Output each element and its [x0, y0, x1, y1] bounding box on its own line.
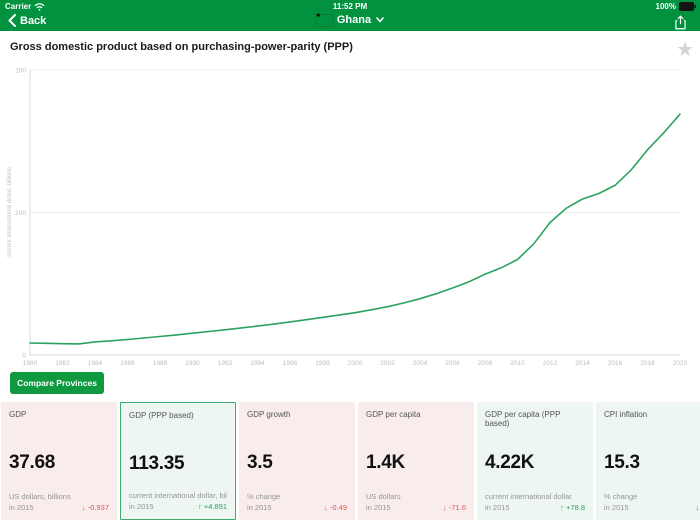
card-delta: ↓ -71.6	[443, 503, 466, 512]
compare-provinces-button[interactable]: Compare Provinces	[10, 372, 104, 394]
x-tick-label: 2004	[413, 360, 428, 367]
carrier-label: Carrier	[5, 2, 32, 11]
country-selector[interactable]: ★ Ghana	[0, 13, 700, 26]
back-button[interactable]: Back	[8, 14, 46, 27]
x-tick-label: 1984	[88, 360, 103, 367]
y-tick-label: 200	[15, 68, 26, 75]
ghana-flag-icon: ★	[316, 13, 332, 26]
card-value: 3.5	[247, 452, 273, 473]
x-tick-label: 2020	[673, 360, 688, 367]
back-label: Back	[20, 14, 47, 27]
gdp-ppp-line-chart[interactable]: 0 100 200 1980 1982 1984 1986 1988 1990 1992 1994 1…	[0, 0, 700, 400]
card-period: in 2015	[485, 503, 510, 512]
card-period: in 2015	[247, 503, 272, 512]
wifi-icon	[34, 3, 45, 11]
x-tick-label: 1998	[315, 360, 330, 367]
card-value: 4.22K	[485, 452, 535, 473]
card-unit: US dollars, billions	[9, 491, 71, 501]
battery-percent: 100%	[655, 2, 676, 11]
card-delta: ↓ -	[696, 503, 700, 512]
y-tick-label: 0	[22, 353, 26, 360]
battery-icon	[679, 2, 696, 11]
card-unit: US dollars	[366, 491, 401, 501]
card-value: 37.68	[9, 452, 56, 473]
card-unit: % change	[247, 491, 281, 501]
stat-card-gdp-ppp[interactable]: GDP (PPP based) 113.35 current internati…	[120, 402, 236, 520]
x-tick-label: 1988	[153, 360, 168, 367]
card-delta: ↓ -0.937	[81, 503, 109, 512]
x-tick-label: 1986	[120, 360, 135, 367]
x-tick-label: 2018	[640, 360, 655, 367]
nav-bar: Back ★ Ghana	[0, 13, 700, 31]
x-tick-label: 1994	[250, 360, 265, 367]
x-tick-label: 1992	[218, 360, 233, 367]
x-tick-label: 1990	[185, 360, 200, 367]
share-icon	[675, 15, 686, 30]
stat-card-gdp[interactable]: GDP 37.68 US dollars, billions in 2015 ↓…	[1, 402, 117, 520]
x-tick-label: 2016	[608, 360, 623, 367]
card-title: CPI inflation	[604, 410, 648, 419]
indicator-cards-row: GDP 37.68 US dollars, billions in 2015 ↓…	[1, 402, 700, 520]
favorite-star-icon[interactable]: ★	[676, 39, 694, 61]
card-value: 113.35	[129, 453, 185, 474]
x-tick-label: 2006	[445, 360, 460, 367]
x-tick-label: 2008	[478, 360, 493, 367]
x-tick-label: 2002	[380, 360, 395, 367]
gdp-line-series	[29, 113, 681, 345]
y-tick-label: 100	[15, 210, 26, 217]
x-tick-label: 1982	[55, 360, 70, 367]
card-delta: ↓ -0.49	[324, 503, 347, 512]
card-period: in 2015	[604, 503, 629, 512]
stat-card-cpi-inflation[interactable]: CPI inflation 15.3 % change in 2015 ↓ -	[596, 402, 700, 520]
arrow-down-icon: ↓	[695, 503, 700, 512]
x-tick-label: 2000	[348, 360, 363, 367]
card-title: GDP (PPP based)	[129, 411, 194, 420]
stat-card-gdp-per-capita-ppp[interactable]: GDP per capita (PPP based) 4.22K current…	[477, 402, 593, 520]
x-tick-label: 1980	[23, 360, 38, 367]
card-value: 1.4K	[366, 452, 405, 473]
card-unit: current international dollar	[485, 491, 572, 501]
chevron-down-icon	[376, 17, 384, 23]
arrow-down-icon: ↓	[81, 503, 86, 512]
card-period: in 2015	[366, 503, 391, 512]
arrow-down-icon: ↓	[324, 503, 328, 512]
card-value: 15.3	[604, 452, 640, 473]
x-tick-label: 2014	[575, 360, 590, 367]
card-delta: ↑ +78.8	[560, 503, 585, 512]
page-title: Gross domestic product based on purchasi…	[10, 41, 353, 53]
stat-card-gdp-per-capita[interactable]: GDP per capita 1.4K US dollars in 2015 ↓…	[358, 402, 474, 520]
arrow-up-icon: ↑	[198, 502, 202, 511]
x-tick-label: 2010	[510, 360, 525, 367]
arrow-down-icon: ↓	[443, 503, 447, 512]
status-bar: Carrier 11:52 PM 100%	[0, 0, 700, 14]
card-unit: current international dollar, billi…	[129, 490, 227, 500]
card-delta: ↑ +4.891	[198, 502, 227, 511]
card-title: GDP per capita	[366, 410, 421, 419]
arrow-up-icon: ↑	[560, 503, 564, 512]
x-tick-label: 2012	[543, 360, 558, 367]
chevron-left-icon	[8, 14, 16, 27]
card-title: GDP	[9, 410, 27, 419]
clock: 11:52 PM	[332, 2, 368, 11]
y-axis-label: current international dollar, billions	[7, 167, 13, 258]
share-button[interactable]	[673, 15, 688, 35]
card-period: in 2015	[129, 502, 154, 511]
card-unit: % change	[604, 491, 638, 501]
country-name: Ghana	[336, 14, 372, 26]
x-tick-label: 1996	[283, 360, 298, 367]
stat-card-gdp-growth[interactable]: GDP growth 3.5 % change in 2015 ↓ -0.49	[239, 402, 355, 520]
card-title: GDP growth	[247, 410, 291, 419]
header: Carrier 11:52 PM 100%	[0, 0, 700, 31]
card-title: GDP per capita (PPP based)	[485, 410, 561, 428]
card-period: in 2015	[9, 503, 34, 512]
